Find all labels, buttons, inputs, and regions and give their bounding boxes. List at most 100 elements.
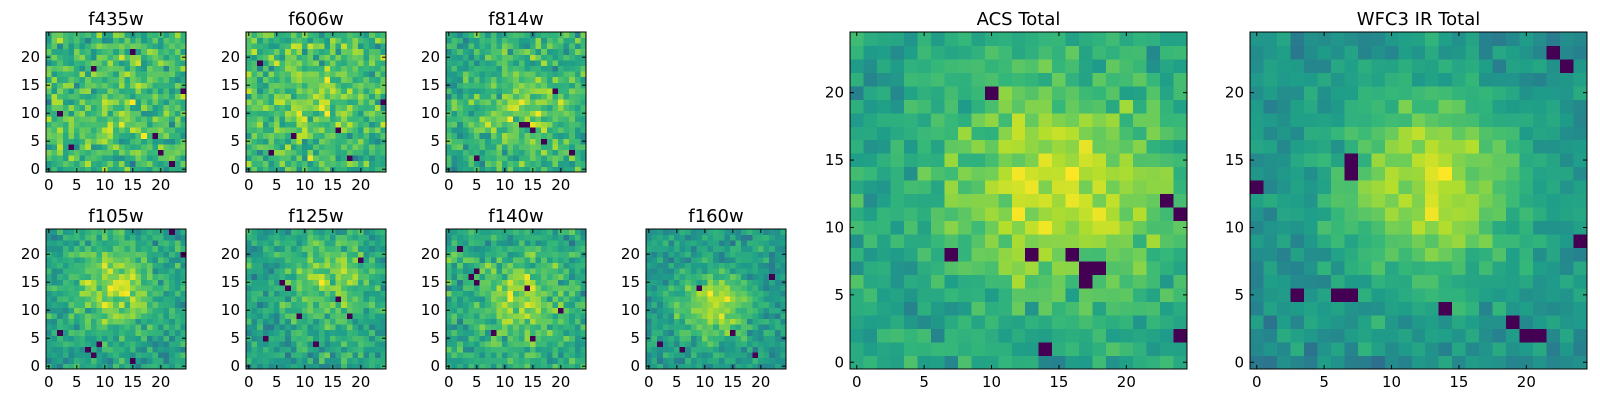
heatmap-cell <box>502 76 508 83</box>
heatmap-cell <box>574 121 581 128</box>
heatmap-cell <box>268 132 275 139</box>
heatmap-cell <box>318 245 325 252</box>
heatmap-cell <box>163 76 170 83</box>
heatmap-cell <box>944 247 959 262</box>
heatmap-cell <box>518 273 525 280</box>
heatmap-cell <box>451 155 458 162</box>
heatmap-cell <box>530 116 536 122</box>
heatmap-cell <box>352 60 359 66</box>
heatmap-cell <box>850 274 864 289</box>
heatmap-cell <box>57 110 64 117</box>
heatmap-cell <box>679 301 686 308</box>
heatmap-cell <box>863 234 878 249</box>
heatmap-cell <box>341 43 348 50</box>
heatmap-cell <box>713 301 720 308</box>
heatmap-cell <box>341 54 348 61</box>
heatmap-cell <box>569 285 576 291</box>
heatmap-cell <box>313 296 320 303</box>
y-tick-label: 20 <box>21 48 40 66</box>
heatmap-cell <box>530 65 536 72</box>
heatmap-cell <box>274 37 280 44</box>
heatmap-cell <box>130 132 136 139</box>
heatmap-cell <box>274 71 280 78</box>
heatmap-cell <box>657 296 664 303</box>
heatmap-cell <box>457 268 464 275</box>
heatmap-cell <box>307 268 314 275</box>
heatmap-cell <box>541 144 548 150</box>
heatmap-cell <box>524 285 531 291</box>
heatmap-cell <box>163 43 170 50</box>
heatmap-cell <box>313 43 320 50</box>
heatmap-cell <box>352 279 359 286</box>
heatmap-cell <box>335 144 342 150</box>
heatmap-cell <box>335 229 342 235</box>
heatmap-cell <box>130 104 136 111</box>
heatmap-cell <box>46 296 52 303</box>
heatmap-cell <box>713 240 720 247</box>
heatmap-cell <box>563 104 570 111</box>
heatmap-cell <box>251 290 258 297</box>
heatmap-cell <box>135 285 142 291</box>
heatmap-cell <box>457 99 464 106</box>
heatmap-cell <box>268 229 275 235</box>
heatmap-cell <box>152 82 159 89</box>
heatmap-cell <box>769 268 776 275</box>
heatmap-cell <box>335 363 342 370</box>
heatmap-cell <box>674 329 680 336</box>
heatmap-cell <box>302 301 308 308</box>
heatmap-cell <box>558 110 564 117</box>
heatmap-cell <box>262 138 269 145</box>
heatmap-cell <box>107 60 114 66</box>
heatmap-cell <box>474 313 480 319</box>
heatmap-cell <box>113 257 120 263</box>
heatmap-cell <box>330 54 336 61</box>
heatmap-cell <box>374 234 381 241</box>
heatmap-cell <box>257 132 264 139</box>
heatmap-cell <box>718 285 725 291</box>
heatmap-cell <box>1011 166 1026 181</box>
heatmap-cell <box>262 116 269 122</box>
heatmap-cell <box>85 346 92 353</box>
heatmap-cell <box>262 251 269 258</box>
heatmap-cell <box>68 138 75 145</box>
heatmap-cell <box>903 180 918 195</box>
heatmap-cell <box>1052 301 1067 316</box>
heatmap-cell <box>903 342 918 356</box>
heatmap-cell <box>685 307 692 314</box>
heatmap-cell <box>285 48 292 55</box>
heatmap-cell <box>863 166 878 181</box>
heatmap-cell <box>524 363 531 370</box>
heatmap-cell <box>51 88 58 94</box>
heatmap-cell <box>169 357 176 364</box>
heatmap-cell <box>1011 180 1026 195</box>
heatmap-cell <box>146 324 153 331</box>
heatmap-cell <box>296 296 303 303</box>
heatmap-cell <box>363 307 370 314</box>
heatmap-cell <box>324 110 331 117</box>
heatmap-cell <box>296 88 303 94</box>
heatmap-cell <box>741 290 748 297</box>
heatmap-cell <box>518 251 525 258</box>
heatmap-cell <box>363 48 370 55</box>
heatmap-cell <box>124 138 131 145</box>
heatmap-cell <box>446 352 452 359</box>
heatmap-cell <box>296 273 303 280</box>
heatmap-cell <box>944 342 959 356</box>
heatmap-cell <box>380 245 387 252</box>
heatmap-cell <box>124 324 131 331</box>
heatmap-cell <box>580 352 587 359</box>
heatmap-cell <box>341 346 348 353</box>
heatmap-cell <box>446 245 452 252</box>
heatmap-cell <box>307 110 314 117</box>
heatmap-cell <box>451 341 458 347</box>
heatmap-cell <box>363 54 370 61</box>
heatmap-cell <box>479 76 486 83</box>
heatmap-cell <box>180 240 187 247</box>
heatmap-cell <box>141 160 148 167</box>
heatmap-cell <box>1106 288 1120 302</box>
heatmap-cell <box>580 104 587 111</box>
heatmap-cell <box>346 285 353 291</box>
heatmap-cell <box>713 285 720 291</box>
heatmap-cell <box>474 60 480 66</box>
heatmap-cell <box>685 257 692 263</box>
